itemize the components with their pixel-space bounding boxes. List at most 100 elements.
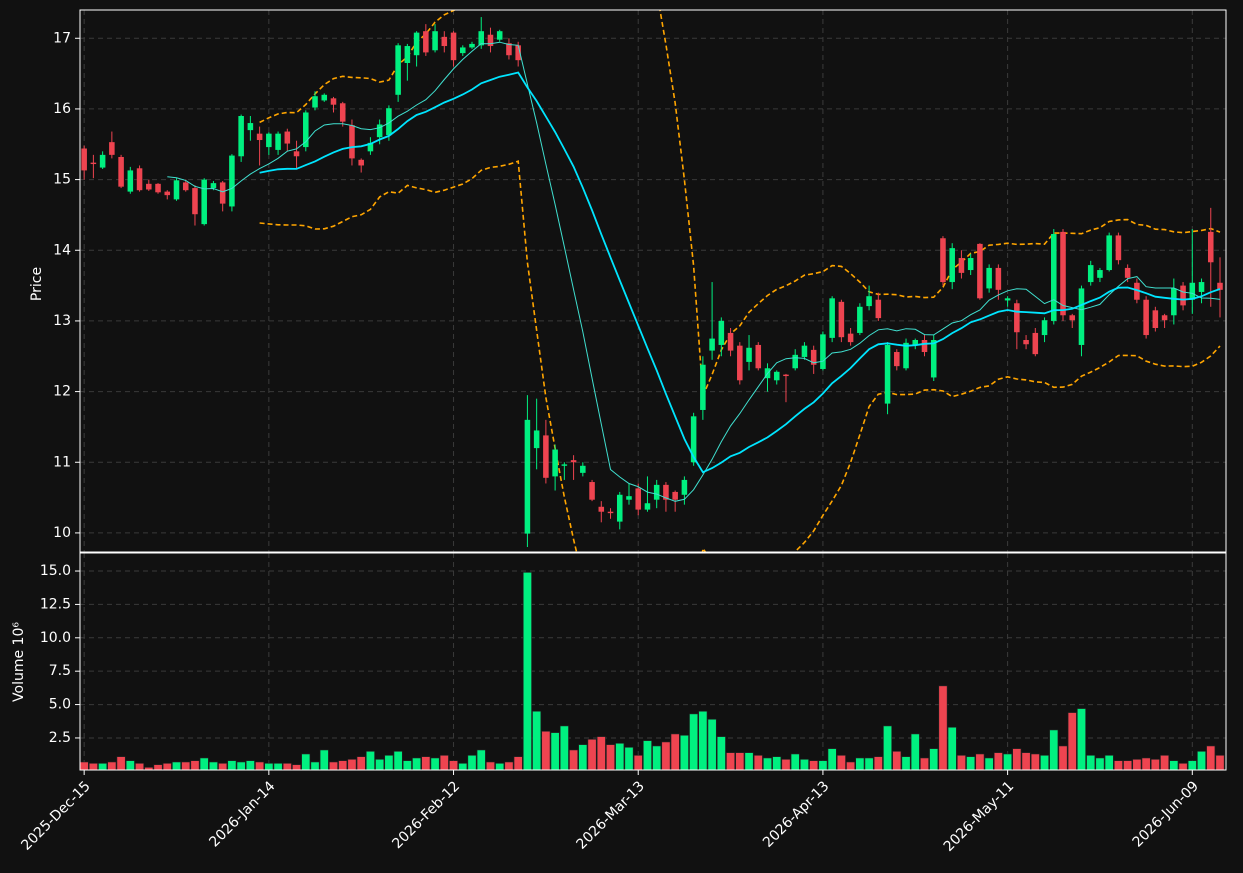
candle-body (1078, 288, 1085, 345)
volume-bar (218, 763, 228, 771)
candle-body (192, 188, 198, 215)
y-tick-label: 11 (53, 454, 71, 470)
volume-bar (883, 725, 893, 771)
volume-bar (513, 756, 523, 771)
candle-body (413, 32, 420, 56)
candle-body (718, 320, 725, 345)
volume-bar (1206, 745, 1216, 771)
candle-body (173, 180, 180, 200)
candle-body (884, 344, 891, 404)
y-axis-label: Price (29, 267, 45, 301)
candle-body (99, 154, 106, 168)
candle-body (875, 299, 882, 319)
volume-bar (1178, 763, 1188, 771)
volume-bar (772, 756, 782, 771)
volume-bar (412, 757, 422, 771)
volume-bar (393, 751, 403, 771)
candle-body (478, 31, 485, 46)
candle-body (284, 131, 291, 144)
volume-bar (809, 760, 819, 771)
volume-bar (199, 757, 209, 771)
candle-body (1041, 320, 1048, 336)
candle-body (90, 162, 97, 165)
volume-tick-label: 7.5 (49, 663, 71, 679)
volume-bar (1160, 755, 1170, 771)
y-tick-label: 16 (53, 101, 71, 117)
volume-bar (1104, 755, 1114, 771)
candle-body (238, 115, 244, 157)
candle-body (376, 124, 383, 138)
candle-body (1032, 332, 1039, 355)
volume-bar (1086, 755, 1096, 771)
candle-body (469, 43, 475, 48)
volume-bar (892, 751, 902, 771)
volume-bar (966, 756, 976, 771)
candle-body (182, 182, 189, 191)
price-panel (81, 10, 1223, 552)
candle-body (838, 301, 845, 338)
volume-bar (993, 752, 1003, 771)
volume-bar (365, 751, 375, 771)
volume-bar (910, 733, 920, 771)
candle-body (580, 465, 586, 473)
candle-body (358, 159, 364, 166)
volume-tick-label: 5.0 (49, 697, 71, 713)
candle-body (1014, 303, 1020, 333)
volume-bar (716, 736, 726, 771)
volume-bar (1077, 708, 1086, 771)
volume-bar (1197, 751, 1206, 771)
candle-body (229, 155, 235, 207)
volume-bar (1021, 752, 1031, 771)
candle-body (653, 484, 660, 500)
volume-bar (1150, 759, 1160, 771)
candle-body (746, 347, 752, 362)
volume-bar (984, 757, 994, 771)
candle-body (829, 298, 835, 338)
volume-bar (753, 755, 763, 771)
volume-bar (292, 764, 302, 771)
volume-bar (578, 744, 588, 771)
candle-body (459, 47, 466, 54)
volume-bar (975, 753, 985, 771)
candle-body (626, 496, 632, 500)
volume-bar (726, 752, 736, 771)
volume-bar (855, 757, 865, 771)
volume-bar (938, 685, 948, 771)
volume-bar (661, 741, 671, 771)
candle-body (450, 32, 457, 61)
candle-body (1143, 299, 1149, 336)
candle-body (312, 96, 318, 108)
candle-body (146, 183, 152, 190)
candle-body (912, 340, 919, 345)
candle-body (349, 125, 355, 159)
volume-bar (1067, 712, 1077, 771)
candle-body (423, 31, 429, 53)
volume-bar (1169, 760, 1179, 771)
volume-bar (356, 756, 366, 771)
candle-body (432, 31, 438, 51)
candle-body (118, 156, 124, 187)
volume-bar (1030, 753, 1040, 771)
volume-bar (652, 745, 662, 771)
volume-bar (421, 756, 431, 771)
candle-body (1069, 315, 1076, 321)
candle-body (515, 45, 521, 61)
candle-body (164, 191, 171, 196)
candle-body (1051, 234, 1057, 321)
volume-bar (153, 764, 163, 771)
candle-body (1152, 310, 1159, 328)
candle-body (127, 170, 134, 192)
volume-bar (227, 760, 237, 771)
volume-bar (707, 718, 717, 771)
candle-body (395, 45, 401, 95)
candle-body (810, 349, 817, 365)
candle-body (672, 491, 678, 500)
candle-body (386, 108, 392, 136)
volume-bar (1141, 757, 1151, 771)
candle-body (339, 103, 346, 122)
candle-body (755, 344, 762, 369)
candle-body (533, 430, 540, 449)
candle-body (792, 354, 798, 369)
candle-body (847, 333, 854, 343)
